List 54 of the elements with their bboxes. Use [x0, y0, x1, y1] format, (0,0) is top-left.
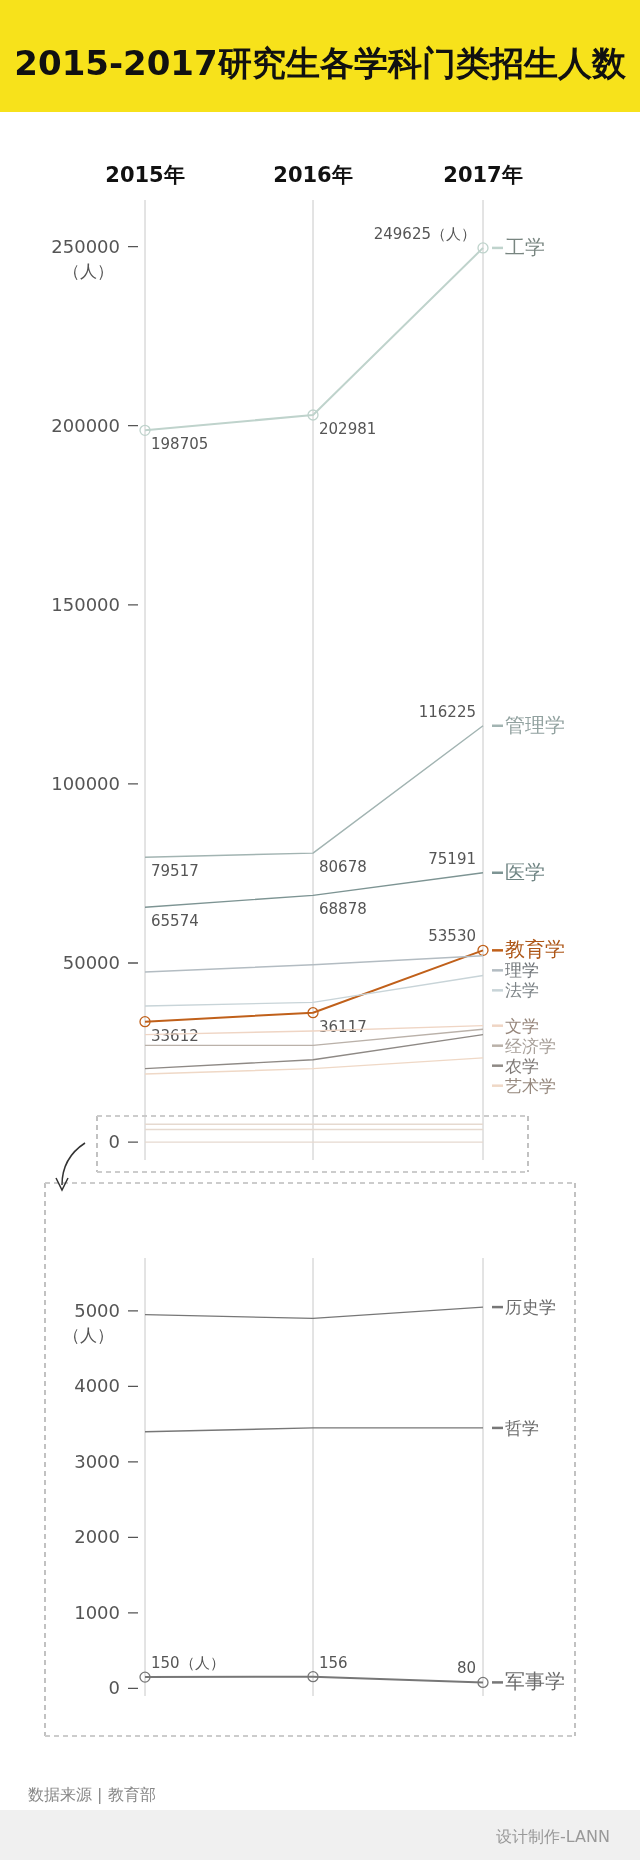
legend-label: 经济学	[505, 1035, 556, 1056]
y-tick-label: 200000	[51, 414, 120, 436]
y-tick-label: 0	[108, 1677, 120, 1699]
legend-label: 理学	[505, 960, 539, 981]
data-label: 68878	[319, 900, 367, 919]
y-tick-label: 0	[108, 1131, 120, 1153]
data-label: 156	[319, 1653, 348, 1672]
x-tick-label: 2016年	[273, 163, 353, 187]
y-tick-label: 250000	[51, 235, 120, 257]
data-label: 79517	[151, 862, 199, 881]
point	[139, 1016, 151, 1028]
x-tick-label: 2017年	[443, 163, 523, 187]
y-axis-title: （人）	[62, 260, 114, 281]
legend-label: 管理学	[505, 712, 565, 737]
data-label: 202981	[319, 419, 377, 438]
point	[307, 409, 319, 421]
legend-label: 艺术学	[505, 1075, 556, 1096]
data-label: 75191	[428, 849, 476, 868]
y-axis-title: （人）	[62, 1324, 114, 1345]
y-tick-label: 50000	[62, 951, 120, 973]
point	[477, 944, 489, 956]
data-label: 116225	[418, 702, 476, 721]
y-tick-label: 4000	[74, 1375, 120, 1397]
chart-title: 2015-2017研究生各学科门类招生人数	[14, 43, 627, 83]
point	[307, 1007, 319, 1019]
y-tick-label: 150000	[51, 593, 120, 615]
data-label: 150（人）	[151, 1654, 225, 1673]
data-label: 80	[456, 1659, 476, 1678]
legend-label: 哲学	[505, 1417, 539, 1438]
legend-label: 文学	[505, 1015, 539, 1036]
legend-label: 历史学	[505, 1297, 556, 1318]
legend-label: 法学	[505, 980, 539, 1001]
point	[139, 424, 151, 436]
legend-label: 教育学	[505, 937, 565, 962]
data-label: 198705	[151, 435, 209, 454]
legend-label: 医学	[505, 859, 545, 884]
legend-label: 军事学	[505, 1669, 565, 1694]
data-label: 65574	[151, 912, 199, 931]
data-label: 249625（人）	[373, 224, 476, 243]
y-tick-label: 2000	[74, 1526, 120, 1548]
x-tick-label: 2015年	[105, 163, 185, 187]
legend-label: 工学	[505, 234, 545, 259]
y-tick-label: 100000	[51, 772, 120, 794]
point	[477, 242, 489, 254]
source-note: 数据来源 | 教育部	[28, 1785, 156, 1804]
data-label: 80678	[319, 858, 367, 877]
y-tick-label: 1000	[74, 1601, 120, 1623]
y-tick-label: 5000	[74, 1299, 120, 1321]
legend-label: 农学	[505, 1055, 539, 1076]
data-label: 33612	[151, 1026, 199, 1045]
data-label: 53530	[428, 927, 476, 946]
title-banner: 2015-2017研究生各学科门类招生人数	[0, 0, 640, 112]
text: 设计制作-LANN	[496, 1827, 610, 1846]
y-tick-label: 3000	[74, 1450, 120, 1472]
